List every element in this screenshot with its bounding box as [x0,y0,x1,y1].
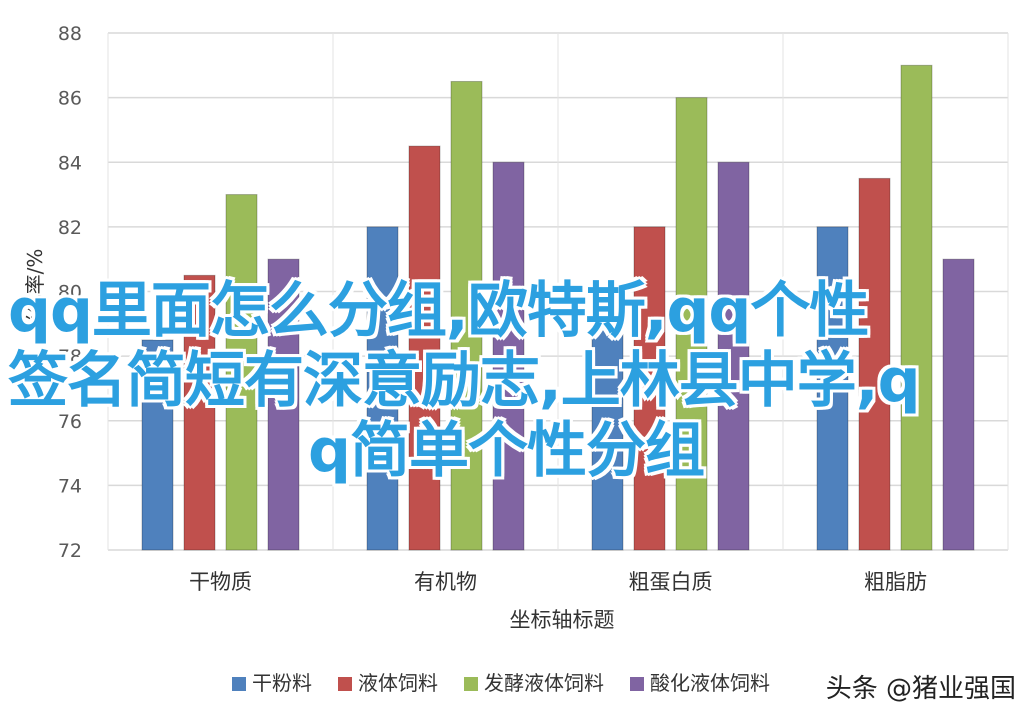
legend-swatch [630,677,644,691]
y-tick-label: 72 [58,540,82,562]
legend-swatch [464,677,478,691]
legend-swatch [338,677,352,691]
bar [408,145,441,551]
y-tick-label: 74 [58,475,82,497]
bar [267,258,300,551]
bar [675,97,708,551]
x-tick-label: 有机物 [414,570,477,594]
y-tick-label: 76 [58,411,82,433]
bar [141,339,174,551]
y-tick-label: 86 [58,88,82,110]
overlay-title-line-2: 签名简短有深意励志,上林县中学,q [8,346,921,416]
legend-label: 发酵液体饲料 [484,671,604,695]
overlay-title: qq里面怎么分组,欧特斯,qq个性 签名简短有深意励志,上林县中学,q q简单个… [8,276,1008,486]
y-axis-title: 消化率/% [23,249,47,335]
bar [492,161,525,551]
y-tick-label: 88 [58,23,82,45]
bar [633,226,666,551]
legend-label: 酸化液体饲料 [650,671,770,695]
bar [900,64,933,551]
x-tick-label: 干物质 [189,570,252,594]
bar [450,80,483,551]
overlay-title-line-3: q简单个性分组 [308,416,705,486]
bar [858,177,891,551]
bar [225,194,258,551]
y-tick-label: 78 [58,346,82,368]
y-tick-label: 80 [58,282,82,304]
overlay-title-line-1: qq里面怎么分组,欧特斯,qq个性 [8,276,869,346]
x-axis-title: 坐标轴标题 [510,608,615,632]
bar [942,258,975,551]
legend-swatch [232,677,246,691]
y-tick-label: 82 [58,217,82,239]
bar [183,274,216,551]
x-tick-label: 粗脂肪 [864,570,927,594]
bar [816,226,849,551]
bar [591,323,624,551]
legend-label: 液体饲料 [358,671,438,695]
legend-label: 干粉料 [252,671,312,695]
watermark: 头条 @猪业强国 [825,674,1016,704]
bar [366,226,399,551]
y-tick-label: 84 [58,152,82,174]
x-tick-label: 粗蛋白质 [629,570,713,594]
bar [717,161,750,551]
